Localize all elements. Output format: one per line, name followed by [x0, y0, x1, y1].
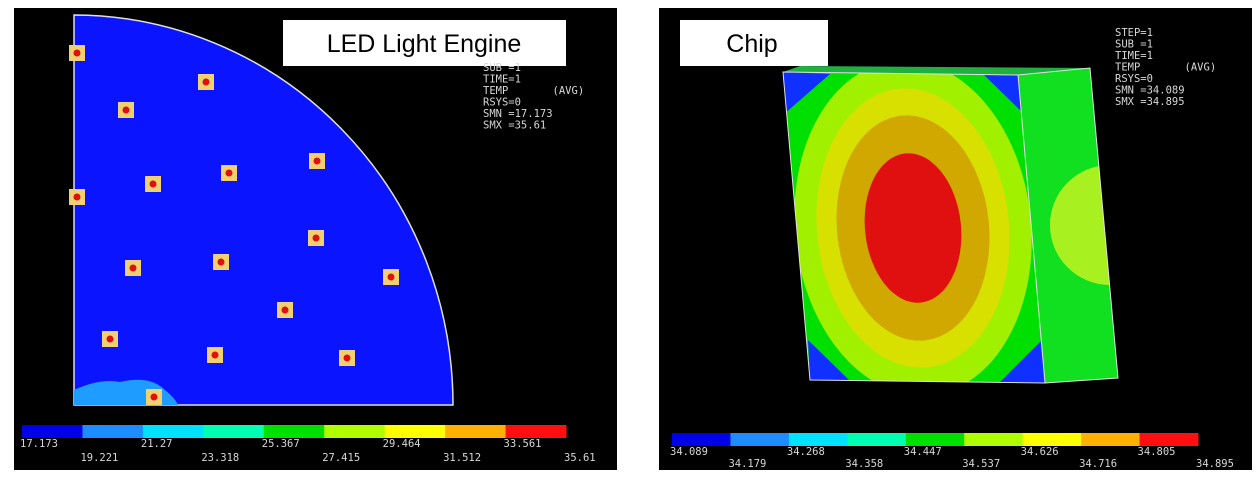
led-hotspot	[387, 273, 395, 281]
colorbar-segment	[1081, 433, 1141, 446]
colorbar-segment	[324, 425, 386, 438]
quarter-disk	[73, 14, 454, 406]
info-line: SMX =34.895	[1115, 96, 1185, 108]
colorbar-label: 31.512	[443, 452, 481, 464]
colorbar-segment	[964, 433, 1024, 446]
led-hotspot	[225, 169, 233, 177]
led-hotspot	[312, 234, 320, 242]
led-array	[69, 45, 399, 405]
colorbar-segment	[847, 433, 907, 446]
colorbar-segment	[1139, 433, 1199, 446]
colorbar-segment	[505, 425, 567, 438]
info-line: TIME=1	[483, 74, 521, 86]
colorbar-label: 35.61	[564, 452, 596, 464]
led-hotspot	[343, 354, 351, 362]
colorbar-label: 23.318	[201, 452, 239, 464]
colorbar-label: 19.221	[80, 452, 118, 464]
info-line: SMN =34.089	[1115, 85, 1185, 97]
colorbar-label: 34.447	[904, 446, 942, 458]
colorbar-label: 34.358	[845, 458, 883, 470]
colorbar-label: 25.367	[262, 438, 300, 450]
title-box	[283, 20, 566, 66]
info-line: TEMP (AVG)	[483, 85, 584, 97]
info-line: TIME=1	[1115, 50, 1153, 62]
colorbar-segment	[730, 433, 790, 446]
colorbar-segment	[1022, 433, 1082, 446]
info-line: TEMP (AVG)	[1115, 62, 1216, 74]
colorbar-label: 29.464	[383, 438, 421, 450]
colorbar-segment	[142, 425, 204, 438]
colorbar-label: 17.173	[20, 438, 58, 450]
led-hotspot	[106, 335, 114, 343]
colorbar-segment	[905, 433, 965, 446]
led-hotspot	[149, 180, 157, 188]
colorbar-segment	[788, 433, 848, 446]
colorbar-label: 34.626	[1021, 446, 1059, 458]
colorbar-segment	[672, 433, 731, 446]
info-line: SMX =35.61	[483, 120, 546, 132]
colorbar-segment	[263, 425, 325, 438]
colorbar-segment	[22, 425, 83, 438]
info-line: SUB =1	[1115, 39, 1153, 51]
colorbar-segment	[203, 425, 265, 438]
colorbar-label: 34.716	[1079, 458, 1117, 470]
colorbar-label: 34.805	[1138, 446, 1176, 458]
colorbar-label: 34.089	[670, 446, 708, 458]
colorbar-label: 34.179	[728, 458, 766, 470]
info-line: RSYS=0	[483, 97, 521, 109]
led-hotspot	[202, 78, 210, 86]
info-line: STEP=1	[1115, 27, 1153, 39]
led-hotspot	[122, 106, 130, 114]
panel-title: LED Light Engine	[327, 30, 522, 58]
panel-title: Chip	[726, 30, 777, 58]
colorbar-label: 21.27	[141, 438, 173, 450]
led-hotspot	[129, 264, 137, 272]
info-line: SUB =1	[483, 62, 521, 74]
info-line: SMN =17.173	[483, 108, 553, 120]
led-hotspot	[281, 306, 289, 314]
led-hotspot	[217, 258, 225, 266]
colorbar-label: 27.415	[322, 452, 360, 464]
colorbar-label: 34.895	[1196, 458, 1234, 470]
colorbar-label: 34.537	[962, 458, 1000, 470]
chip-front	[783, 72, 1045, 383]
colorbar-segment	[82, 425, 144, 438]
colorbar-label: 34.268	[787, 446, 825, 458]
led-hotspot	[150, 393, 158, 401]
led-hotspot	[73, 193, 81, 201]
colorbar-segment	[445, 425, 507, 438]
led-hotspot	[211, 351, 219, 359]
info-line: RSYS=0	[1115, 73, 1153, 85]
chip-edge	[1017, 67, 1119, 384]
colorbar-label: 33.561	[504, 438, 542, 450]
led-hotspot	[313, 157, 321, 165]
colorbar-segment	[384, 425, 446, 438]
title-box	[680, 20, 828, 66]
led-hotspot	[73, 49, 81, 57]
